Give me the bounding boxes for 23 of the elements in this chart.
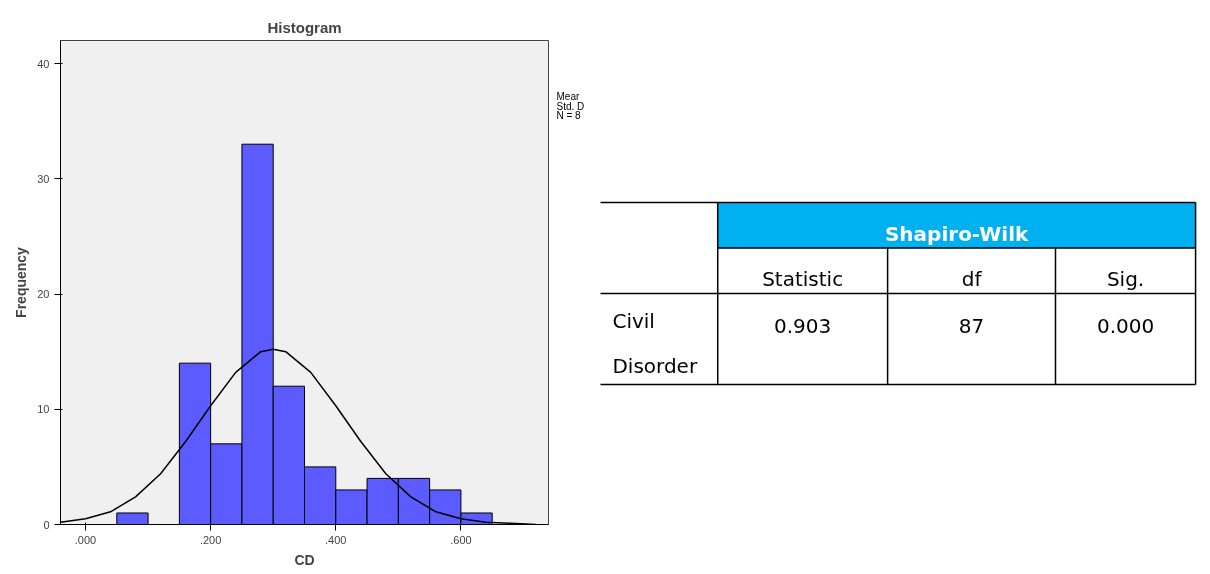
text: Std. D bbox=[556, 100, 585, 112]
text: Sig. bbox=[1106, 267, 1145, 292]
text: Civil Disorder bbox=[612, 308, 698, 379]
text: Shapiro-Wilk bbox=[884, 221, 1030, 246]
x-tick-label: .400 bbox=[325, 533, 347, 546]
x-axis-title: CD bbox=[294, 551, 315, 568]
chart-title: Histogram bbox=[267, 18, 342, 36]
text: N = 8 bbox=[556, 110, 582, 122]
y-tick-label: 20 bbox=[37, 288, 50, 301]
x-tick-label: .000 bbox=[74, 533, 97, 546]
y-tick-label: 10 bbox=[37, 403, 50, 416]
text: df bbox=[961, 267, 983, 292]
y-axis-title: Frequency bbox=[13, 246, 30, 318]
x-tick-label: .200 bbox=[199, 533, 222, 546]
x-tick-label: .600 bbox=[450, 533, 472, 546]
text: 0.000 bbox=[1096, 313, 1155, 338]
text: 0.903 bbox=[774, 313, 832, 338]
text: Mear bbox=[556, 91, 580, 103]
text: 87 bbox=[958, 313, 985, 338]
y-tick-label: 30 bbox=[37, 172, 50, 185]
y-tick-label: 0 bbox=[43, 518, 50, 531]
y-tick-label: 40 bbox=[37, 57, 50, 70]
text: Statistic bbox=[762, 267, 844, 292]
